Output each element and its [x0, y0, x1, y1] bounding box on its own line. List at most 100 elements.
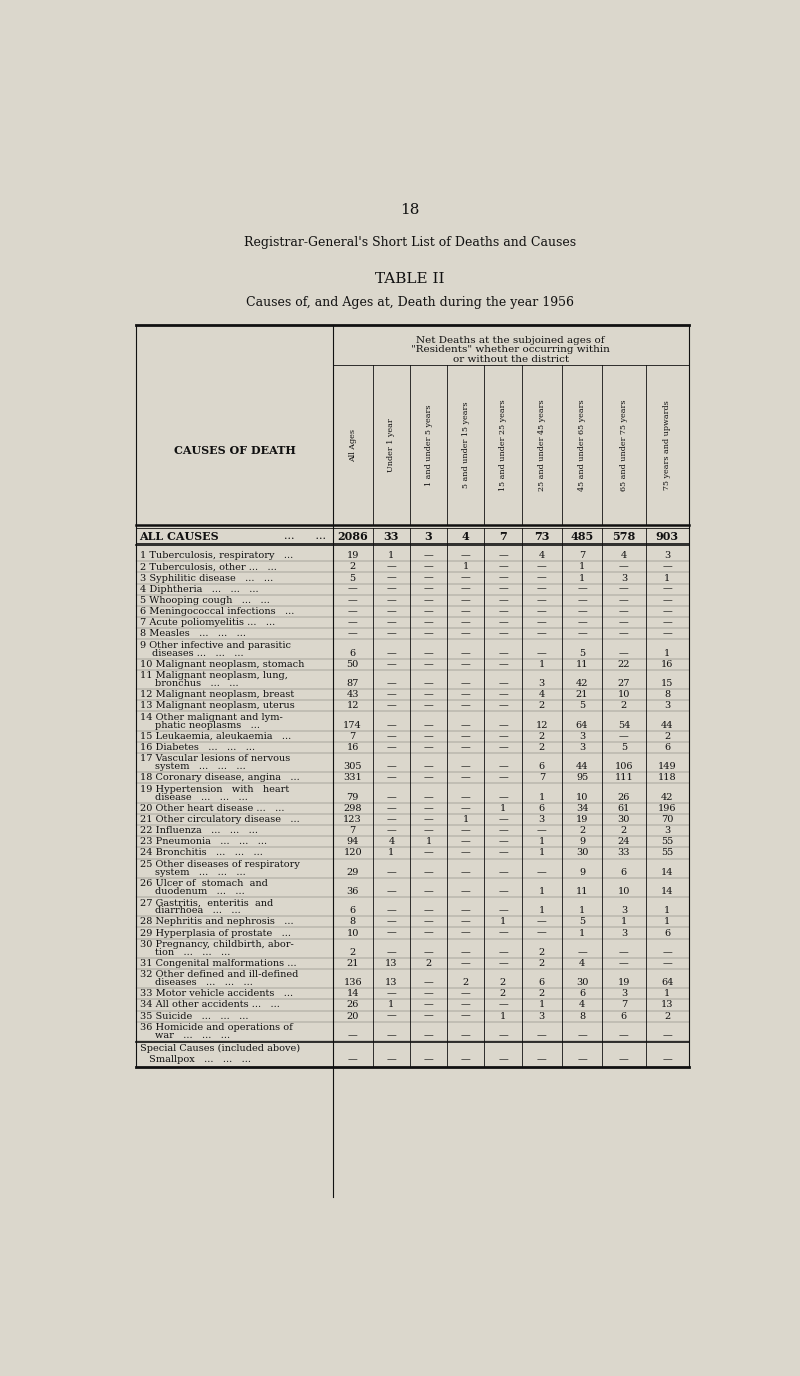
- Text: 3: 3: [664, 702, 670, 710]
- Text: —: —: [537, 649, 546, 658]
- Text: —: —: [461, 1000, 470, 1010]
- Text: —: —: [619, 596, 629, 605]
- Text: —: —: [498, 1055, 508, 1064]
- Text: 42: 42: [576, 680, 588, 688]
- Text: 5 and under 15 years: 5 and under 15 years: [462, 402, 470, 488]
- Text: —: —: [424, 680, 434, 688]
- Text: "Residents" whether occurring within: "Residents" whether occurring within: [411, 345, 610, 355]
- Text: 44: 44: [576, 762, 588, 772]
- Text: diseases   ...   ...   ...: diseases ... ... ...: [155, 978, 253, 988]
- Text: 14: 14: [661, 868, 674, 877]
- Text: 2: 2: [538, 948, 545, 956]
- Text: 7: 7: [538, 773, 545, 783]
- Text: 6: 6: [664, 929, 670, 937]
- Text: 26: 26: [346, 1000, 359, 1010]
- Text: 331: 331: [343, 773, 362, 783]
- Text: 1: 1: [538, 907, 545, 915]
- Text: —: —: [461, 649, 470, 658]
- Text: —: —: [424, 629, 434, 638]
- Text: 70: 70: [661, 815, 674, 824]
- Text: —: —: [386, 563, 396, 571]
- Text: —: —: [424, 607, 434, 616]
- Text: 120: 120: [343, 849, 362, 857]
- Text: 4: 4: [538, 552, 545, 560]
- Text: —: —: [619, 948, 629, 956]
- Text: —: —: [498, 563, 508, 571]
- Text: —: —: [619, 1055, 629, 1064]
- Text: —: —: [619, 959, 629, 967]
- Text: 5: 5: [621, 743, 627, 751]
- Text: 45 and under 65 years: 45 and under 65 years: [578, 399, 586, 491]
- Text: —: —: [662, 1031, 672, 1040]
- Text: —: —: [498, 907, 508, 915]
- Text: 1: 1: [621, 918, 627, 926]
- Text: 10: 10: [576, 793, 588, 802]
- Text: —: —: [386, 743, 396, 751]
- Text: —: —: [424, 762, 434, 772]
- Text: —: —: [424, 596, 434, 605]
- Text: —: —: [498, 773, 508, 783]
- Text: 18 Coronary disease, angina   ...: 18 Coronary disease, angina ...: [139, 773, 299, 783]
- Text: —: —: [424, 743, 434, 751]
- Text: 64: 64: [576, 721, 588, 729]
- Text: —: —: [424, 826, 434, 835]
- Text: 7 Acute poliomyelitis ...   ...: 7 Acute poliomyelitis ... ...: [139, 618, 274, 627]
- Text: —: —: [619, 618, 629, 627]
- Text: 14: 14: [661, 888, 674, 896]
- Text: —: —: [424, 918, 434, 926]
- Text: —: —: [498, 552, 508, 560]
- Text: 903: 903: [656, 531, 679, 542]
- Text: 1: 1: [538, 849, 545, 857]
- Text: 22 Influenza   ...   ...   ...: 22 Influenza ... ... ...: [139, 826, 258, 835]
- Text: 29 Hyperplasia of prostate   ...: 29 Hyperplasia of prostate ...: [139, 929, 290, 937]
- Text: —: —: [461, 888, 470, 896]
- Text: 2: 2: [426, 959, 432, 967]
- Text: 10: 10: [618, 888, 630, 896]
- Text: 6: 6: [621, 868, 627, 877]
- Text: 4: 4: [621, 552, 627, 560]
- Text: —: —: [424, 721, 434, 729]
- Text: 35 Suicide   ...   ...   ...: 35 Suicide ... ... ...: [139, 1011, 248, 1021]
- Text: —: —: [386, 948, 396, 956]
- Text: 26 Ulcer of  stomach  and: 26 Ulcer of stomach and: [139, 879, 267, 888]
- Text: —: —: [424, 1031, 434, 1040]
- Text: —: —: [461, 849, 470, 857]
- Text: 1: 1: [538, 1000, 545, 1010]
- Text: 3: 3: [621, 574, 627, 582]
- Text: 1: 1: [500, 1011, 506, 1021]
- Text: —: —: [386, 732, 396, 740]
- Text: —: —: [577, 1055, 587, 1064]
- Text: —: —: [662, 618, 672, 627]
- Text: —: —: [662, 585, 672, 593]
- Text: —: —: [498, 702, 508, 710]
- Text: 55: 55: [661, 837, 674, 846]
- Text: —: —: [461, 837, 470, 846]
- Text: —: —: [424, 702, 434, 710]
- Text: —: —: [537, 1031, 546, 1040]
- Text: —: —: [386, 918, 396, 926]
- Text: —: —: [662, 948, 672, 956]
- Text: Special Causes (included above): Special Causes (included above): [139, 1044, 300, 1053]
- Text: duodenum   ...   ...: duodenum ... ...: [155, 888, 245, 896]
- Text: —: —: [424, 978, 434, 988]
- Text: —: —: [424, 907, 434, 915]
- Text: Causes of, and Ages at, Death during the year 1956: Causes of, and Ages at, Death during the…: [246, 296, 574, 308]
- Text: —: —: [386, 585, 396, 593]
- Text: or without the district: or without the district: [453, 355, 569, 363]
- Text: 2: 2: [664, 1011, 670, 1021]
- Text: —: —: [386, 702, 396, 710]
- Text: —: —: [424, 804, 434, 813]
- Text: —: —: [461, 680, 470, 688]
- Text: —: —: [386, 929, 396, 937]
- Text: 1: 1: [462, 815, 469, 824]
- Text: —: —: [386, 691, 396, 699]
- Text: —: —: [461, 793, 470, 802]
- Text: —: —: [461, 1031, 470, 1040]
- Text: 23 Pneumonia   ...   ...   ...: 23 Pneumonia ... ... ...: [139, 837, 266, 846]
- Text: —: —: [386, 659, 396, 669]
- Text: —: —: [424, 1000, 434, 1010]
- Text: —: —: [424, 989, 434, 999]
- Text: 12: 12: [346, 702, 359, 710]
- Text: 111: 111: [614, 773, 634, 783]
- Text: 75 years and upwards: 75 years and upwards: [663, 400, 671, 490]
